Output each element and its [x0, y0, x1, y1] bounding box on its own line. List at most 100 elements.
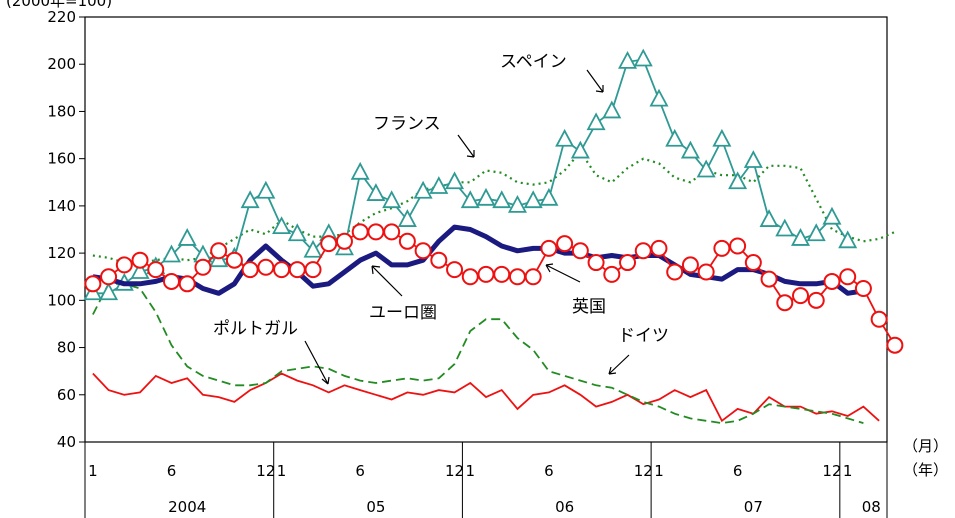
y-tick-label: 220	[47, 8, 76, 26]
point-spain	[602, 100, 622, 119]
point-uk	[131, 251, 149, 269]
point-spain	[728, 171, 748, 190]
point-uk	[335, 232, 353, 250]
x-year-label: 2004	[168, 498, 206, 516]
point-uk	[681, 256, 699, 274]
point-uk	[414, 242, 432, 260]
point-spain	[539, 187, 559, 206]
x-month-label: 6	[167, 462, 177, 480]
point-uk	[383, 223, 401, 241]
point-uk	[461, 268, 479, 286]
point-uk	[744, 254, 762, 272]
point-spain	[759, 209, 779, 227]
y-tick-label: 60	[57, 386, 76, 404]
point-uk	[288, 261, 306, 279]
x-month-label: 12	[822, 462, 841, 480]
point-uk	[603, 265, 621, 283]
arrow-spain	[586, 69, 604, 93]
y-tick-label: 100	[47, 291, 76, 309]
label-germany: ドイツ	[618, 326, 669, 346]
point-uk	[666, 263, 684, 281]
point-uk	[398, 232, 416, 250]
x-year-label: 07	[744, 498, 763, 516]
point-spain	[696, 159, 716, 178]
x-month-label: 6	[355, 462, 365, 480]
point-spain	[303, 239, 323, 258]
point-uk	[839, 268, 857, 286]
y-axis: 40 60 80 100 120 140 160 180 200 220	[47, 8, 85, 451]
x-year-label: 06	[555, 498, 574, 516]
point-spain	[555, 128, 575, 147]
point-spain	[177, 228, 197, 246]
x-month-label: 1	[843, 462, 853, 480]
arrow-portugal	[304, 340, 330, 385]
point-uk	[477, 265, 495, 283]
point-spain	[649, 88, 669, 107]
point-spain	[822, 206, 842, 225]
point-uk	[634, 242, 652, 260]
point-spain	[806, 223, 826, 242]
x-month-label: 12	[634, 462, 653, 480]
point-spain	[460, 190, 480, 209]
point-uk	[100, 268, 118, 286]
arrow-uk	[545, 263, 581, 283]
x-unit-month: （月）	[903, 437, 948, 455]
point-uk	[210, 242, 228, 260]
point-uk	[320, 235, 338, 253]
point-spain	[382, 190, 402, 209]
point-spain	[413, 180, 433, 199]
x-year-label: 05	[366, 498, 385, 516]
point-uk	[257, 258, 275, 276]
point-uk	[713, 239, 731, 257]
point-spain	[523, 190, 543, 209]
x-month-label: 1	[88, 462, 98, 480]
point-uk	[823, 272, 841, 290]
point-uk	[367, 223, 385, 241]
x-month-label: 12	[445, 462, 464, 480]
chart-header-text: (2000年=100)	[6, 0, 112, 10]
point-spain	[240, 190, 260, 209]
x-month-label: 12	[256, 462, 275, 480]
point-uk	[225, 251, 243, 269]
point-spain	[350, 161, 370, 180]
point-uk	[273, 261, 291, 279]
point-spain	[397, 209, 417, 227]
point-uk	[446, 261, 464, 279]
point-uk	[430, 251, 448, 269]
point-spain	[680, 140, 700, 159]
arrow-france	[457, 134, 475, 158]
point-spain	[429, 176, 449, 194]
x-month-label: 6	[733, 462, 743, 480]
point-uk	[792, 287, 810, 305]
point-uk	[807, 291, 825, 309]
point-uk	[854, 280, 872, 298]
point-uk	[650, 239, 668, 257]
y-tick-label: 140	[47, 197, 76, 215]
series-layer	[83, 48, 904, 425]
y-tick-label: 80	[57, 339, 76, 357]
chart-header: (2000年=100)	[6, 0, 112, 10]
point-spain	[743, 150, 763, 168]
label-euro: ユーロ圏	[369, 303, 437, 323]
annotation-arrows	[304, 69, 630, 385]
point-spain	[618, 50, 638, 69]
point-spain	[791, 228, 811, 246]
y-tick-label: 40	[57, 433, 76, 451]
series-line-germany	[92, 282, 864, 425]
point-spain	[130, 261, 150, 279]
y-tick-label: 180	[47, 102, 76, 120]
point-uk	[697, 263, 715, 281]
label-spain: スペイン	[500, 52, 567, 72]
point-spain	[712, 128, 732, 147]
y-tick-label: 160	[47, 150, 76, 168]
point-spain	[256, 180, 276, 199]
label-portugal: ポルトガル	[213, 319, 298, 339]
point-uk	[508, 268, 526, 286]
point-uk	[556, 235, 574, 253]
series-line-portugal	[92, 372, 880, 423]
annotations: スペイン フランス ユーロ圏 英国 ポルトガル ドイツ （月） （年）	[213, 52, 948, 479]
x-month-label: 6	[544, 462, 554, 480]
x-month-label: 1	[466, 462, 476, 480]
point-uk	[571, 242, 589, 260]
